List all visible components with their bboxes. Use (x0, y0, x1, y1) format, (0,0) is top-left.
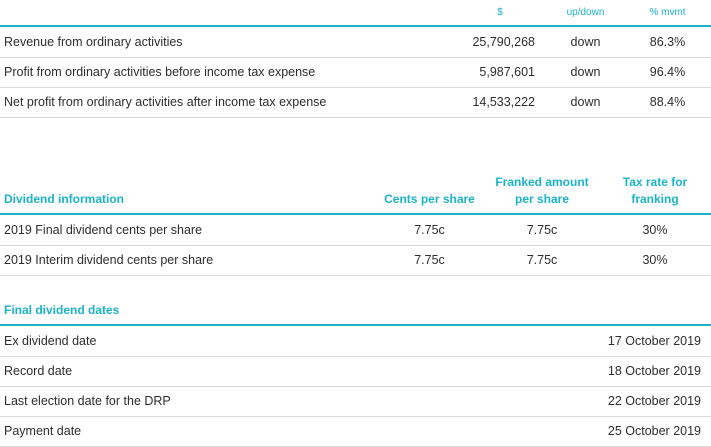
table-row: Revenue from ordinary activities 25,790,… (0, 27, 711, 58)
row-direction: down (570, 65, 601, 79)
cents-header: Cents per share (384, 192, 475, 206)
row-label: 2019 Interim dividend cents per share (4, 253, 214, 267)
results-header-rule (0, 25, 711, 27)
row-label: Record date (4, 364, 73, 378)
row-label: Profit from ordinary activities before i… (4, 65, 316, 79)
row-franked: 7.75c (526, 223, 558, 237)
row-label: Ex dividend date (4, 334, 97, 348)
row-label: Last election date for the DRP (4, 394, 171, 408)
row-amount: 14,533,222 (472, 95, 535, 109)
table-row: Last election date for the DRP 22 Octobe… (0, 386, 711, 417)
table-row: Net profit from ordinary activities afte… (0, 87, 711, 118)
row-label: Payment date (4, 424, 82, 438)
table-row: Payment date 25 October 2019 (0, 416, 711, 447)
table-row: Record date 18 October 2019 (0, 356, 711, 387)
movement-header: % mvmt (649, 7, 686, 18)
franked-header-line1: Franked amount (495, 175, 589, 189)
row-label: 2019 Final dividend cents per share (4, 223, 203, 237)
tax-header-line2: franking (631, 192, 679, 206)
row-movement: 86.3% (649, 35, 686, 49)
row-date: 22 October 2019 (607, 394, 701, 408)
direction-header: up/down (566, 7, 605, 18)
row-date: 18 October 2019 (607, 364, 701, 378)
dividend-info-header: Dividend information (4, 192, 124, 206)
row-tax: 30% (642, 253, 668, 267)
row-amount: 5,987,601 (479, 65, 535, 79)
row-cents: 7.75c (414, 223, 445, 237)
table-row: Ex dividend date 17 October 2019 (0, 326, 711, 357)
row-franked: 7.75c (526, 253, 558, 267)
row-label: Net profit from ordinary activities afte… (4, 95, 327, 109)
row-direction: down (570, 35, 601, 49)
dates-header-rule (0, 324, 711, 326)
table-row: 2019 Final dividend cents per share 7.75… (0, 215, 711, 246)
row-movement: 96.4% (649, 65, 686, 79)
row-tax: 30% (642, 223, 668, 237)
row-cents: 7.75c (414, 253, 445, 267)
table-row: Profit from ordinary activities before i… (0, 57, 711, 88)
dates-title: Final dividend dates (4, 303, 120, 317)
table-row: 2019 Interim dividend cents per share 7.… (0, 245, 711, 276)
dividend-header-rule (0, 213, 711, 215)
amount-header: $ (497, 7, 503, 18)
row-label: Revenue from ordinary activities (4, 35, 183, 49)
row-date: 17 October 2019 (607, 334, 701, 348)
row-direction: down (570, 95, 601, 109)
row-amount: 25,790,268 (472, 35, 535, 49)
row-date: 25 October 2019 (607, 424, 701, 438)
row-movement: 88.4% (649, 95, 686, 109)
tax-header-line1: Tax rate for (622, 175, 688, 189)
franked-header-line2: per share (514, 192, 570, 206)
